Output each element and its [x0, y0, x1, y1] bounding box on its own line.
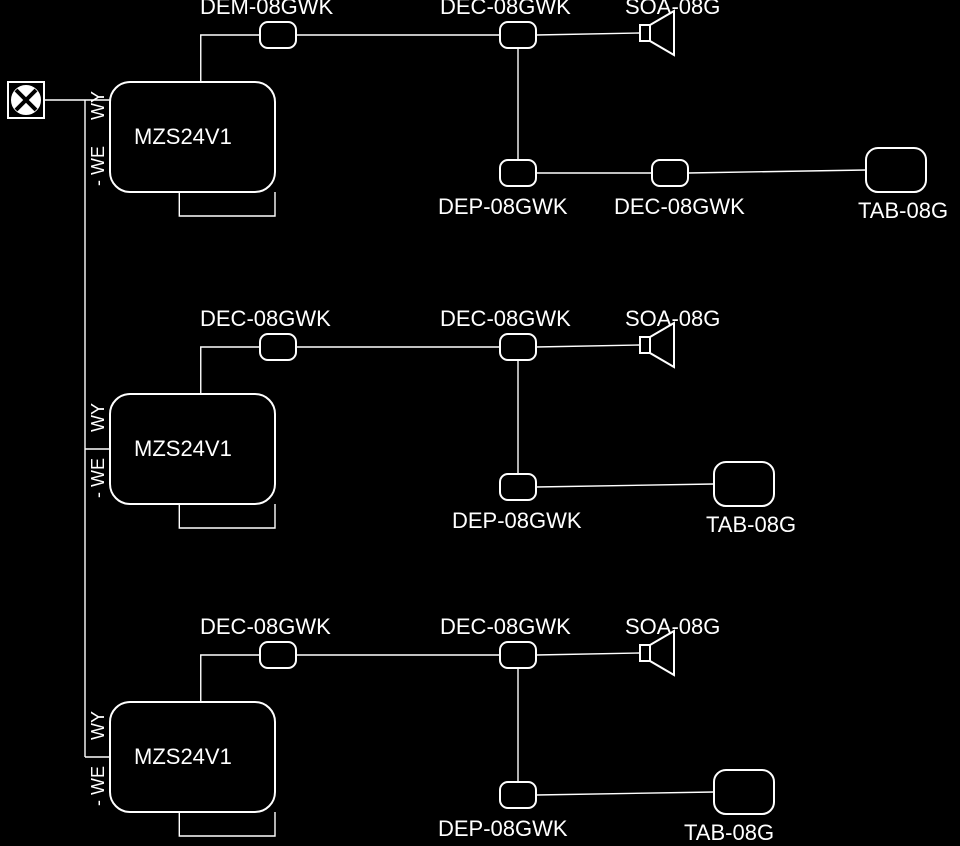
dec-mid-box-0 [500, 22, 536, 48]
mzs-hook-0 [179, 192, 275, 216]
dep-label-2: DEP-08GWK [438, 816, 568, 841]
wire-to-tab-0 [688, 170, 866, 173]
dep-label-1: DEP-08GWK [452, 508, 582, 533]
dec2-box-0 [652, 160, 688, 186]
dec-mid-box-1 [500, 334, 536, 360]
mzs-hook-2 [179, 812, 275, 836]
dec-top-box-2 [260, 642, 296, 668]
wire-d2-soa-0 [536, 33, 640, 35]
tab-label-2: TAB-08G [684, 820, 774, 845]
dec-top-label-2: DEC-08GWK [200, 614, 331, 639]
wire-d2-soa-2 [536, 653, 640, 655]
dec-top-box-1 [260, 334, 296, 360]
mzs-label-1: MZS24V1 [134, 436, 232, 461]
wire-mzs-to-d1-0 [201, 35, 260, 82]
mzs-wy-1: WY [88, 403, 108, 432]
mzs-wy-2: WY [88, 711, 108, 740]
wiring-diagram: MZS24V1 - WE WY DEM-08GWK DEC-08GWK SOA-08G DE… [0, 0, 960, 846]
dec-top-box-0 [260, 22, 296, 48]
mzs-wy-0: WY [88, 91, 108, 120]
dec-mid-box-2 [500, 642, 536, 668]
dec-top-label-0: DEM-08GWK [200, 0, 334, 19]
dep-label-0: DEP-08GWK [438, 194, 568, 219]
mzs-label-2: MZS24V1 [134, 744, 232, 769]
mzs-we-1: - WE [88, 458, 108, 498]
tab-label-1: TAB-08G [706, 512, 796, 537]
soa-label-2: SOA-08G [625, 614, 720, 639]
soa-label-1: SOA-08G [625, 306, 720, 331]
mzs-hook-1 [179, 504, 275, 528]
wire-d2-soa-1 [536, 345, 640, 347]
dec-top-label-1: DEC-08GWK [200, 306, 331, 331]
wire-to-tab-2 [536, 792, 714, 795]
dec-mid-label-0: DEC-08GWK [440, 0, 571, 19]
tab-box-2 [714, 770, 774, 814]
wire-to-tab-1 [536, 484, 714, 487]
soa-label-0: SOA-08G [625, 0, 720, 19]
tab-box-1 [714, 462, 774, 506]
wire-mzs-to-d1-2 [201, 655, 260, 702]
soa-2-body [640, 645, 650, 661]
soa-1-body [640, 337, 650, 353]
tab-label-0: TAB-08G [858, 198, 948, 223]
mzs-we-2: - WE [88, 766, 108, 806]
dec-mid-label-2: DEC-08GWK [440, 614, 571, 639]
dec-mid-label-1: DEC-08GWK [440, 306, 571, 331]
dec2-label-0: DEC-08GWK [614, 194, 745, 219]
dep-box-2 [500, 782, 536, 808]
dep-box-0 [500, 160, 536, 186]
wire-mzs-to-d1-1 [201, 347, 260, 394]
mzs-we-0: - WE [88, 146, 108, 186]
tab-box-0 [866, 148, 926, 192]
soa-0-body [640, 25, 650, 41]
dep-box-1 [500, 474, 536, 500]
mzs-label-0: MZS24V1 [134, 124, 232, 149]
